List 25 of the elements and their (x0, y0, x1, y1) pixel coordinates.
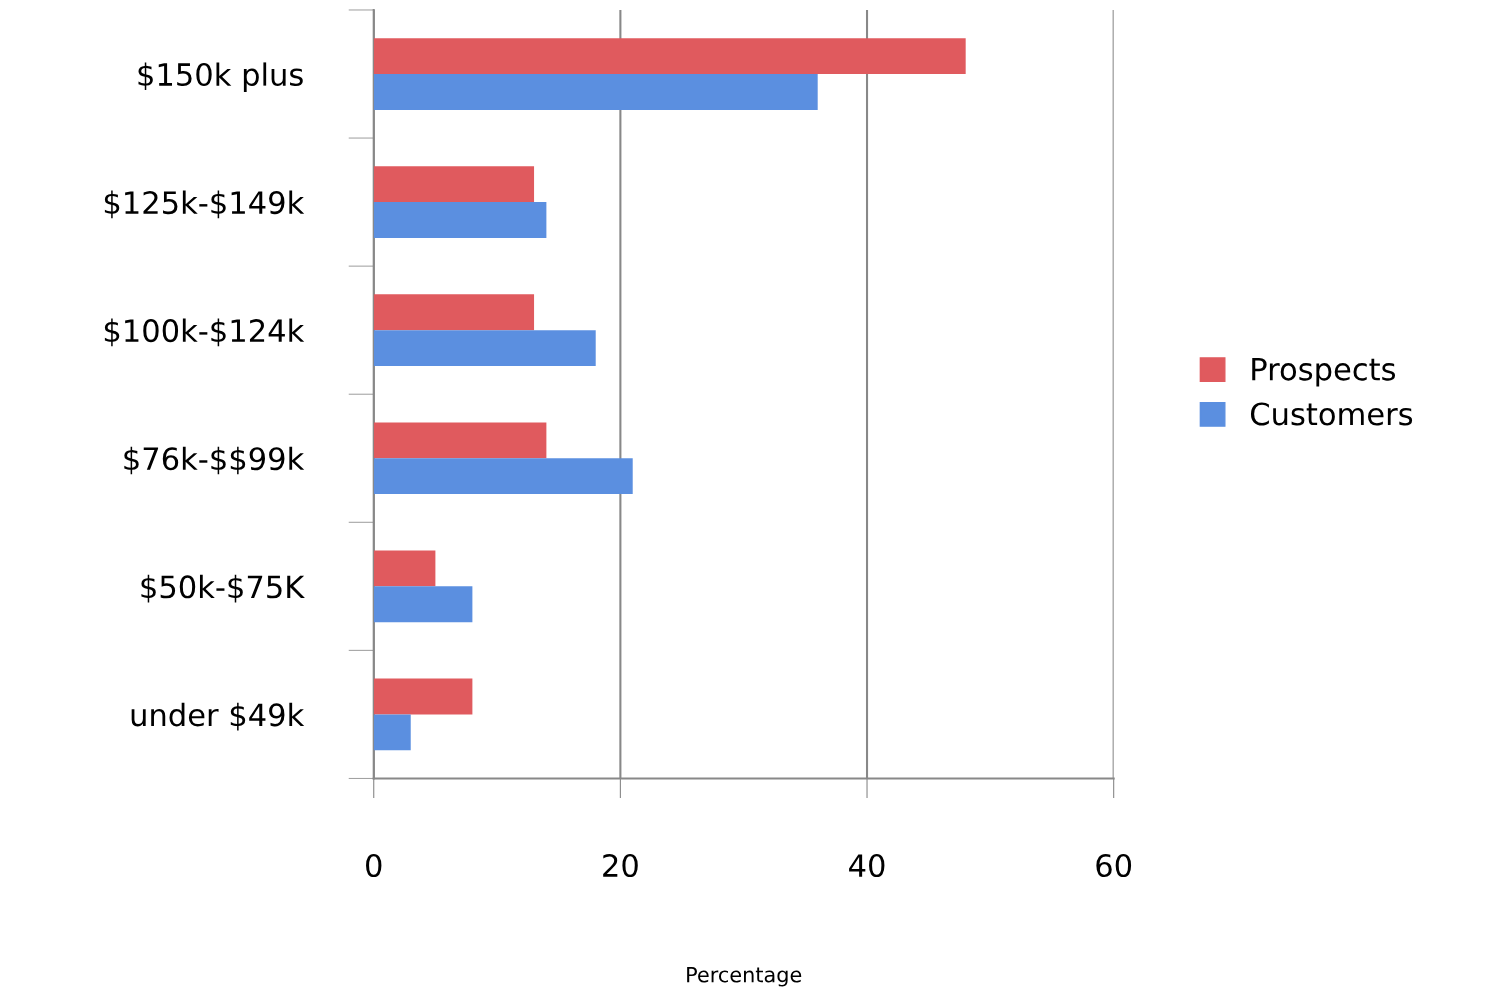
bar (373, 294, 535, 331)
bar (373, 38, 966, 75)
bar (373, 202, 547, 238)
bar (373, 422, 547, 459)
x-tick-label: 60 (1096, 853, 1132, 878)
x-axis-title: Percentage (687, 966, 802, 987)
bar (373, 678, 473, 715)
legend-label: Prospects (1252, 357, 1396, 387)
x-tick-label: 20 (603, 853, 638, 878)
bar (373, 166, 535, 203)
x-tick-label: 40 (849, 853, 885, 878)
bar (373, 586, 473, 623)
y-tick-label: $125k-$149k (104, 190, 305, 219)
legend-label: Customers (1250, 402, 1413, 426)
y-tick-label: $150k plus (138, 62, 303, 92)
bar (373, 714, 411, 751)
y-tick-label: $50k-$75K (141, 574, 305, 603)
y-tick-label: under $49k (131, 702, 305, 731)
bar (373, 330, 596, 367)
bar (373, 458, 633, 495)
bar (373, 550, 436, 587)
x-tick-label: 0 (366, 853, 382, 878)
y-tick-label: $100k-$124k (104, 318, 305, 347)
bar (373, 74, 818, 110)
y-tick-label: $76k-$$99k (124, 446, 305, 475)
